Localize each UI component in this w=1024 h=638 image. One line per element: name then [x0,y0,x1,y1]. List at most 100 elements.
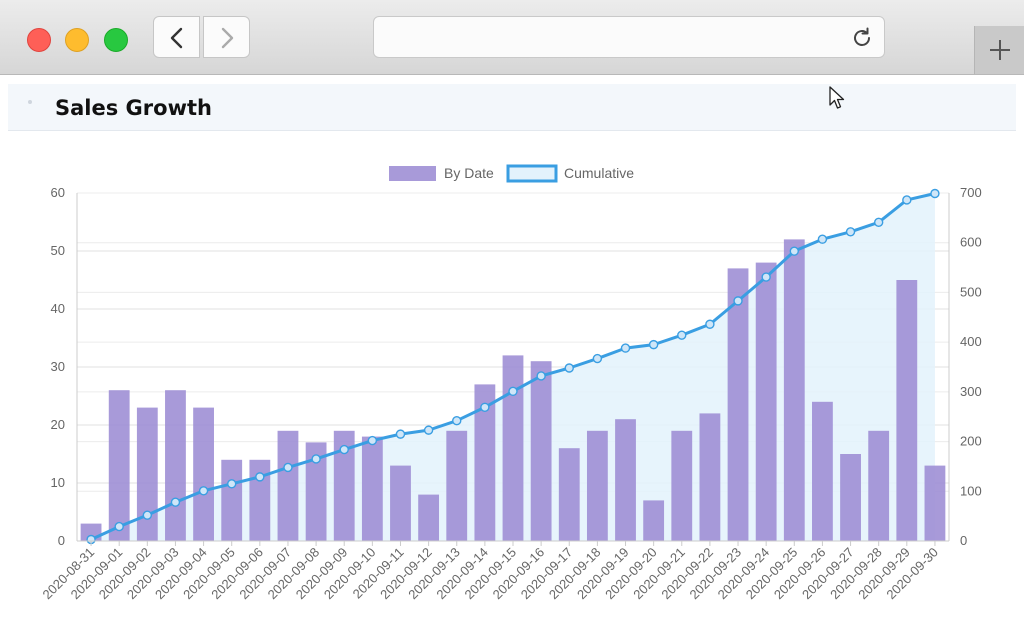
y-right-tick-label: 100 [960,483,982,498]
zoom-window-button[interactable] [104,28,128,52]
cumulative-point-2020-09-30 [930,188,940,199]
y-right-tick-label: 500 [960,284,982,299]
bar-2020-09-24 [755,262,777,541]
bar-2020-09-03 [165,390,186,541]
y-right-tick-label: 0 [960,533,967,548]
bar-2020-09-30 [924,465,946,541]
cumulative-point-2020-09-10 [367,435,378,446]
bar-2020-09-11 [390,465,411,541]
bar-2020-09-15 [502,355,524,541]
y-left-tick-label: 60 [51,185,65,200]
reload-icon[interactable] [850,26,874,50]
legend-swatch-by-date [389,166,436,181]
bar-2020-09-09 [333,430,355,541]
y-right-tick-label: 600 [960,235,982,250]
cumulative-point-2020-09-24 [761,272,771,282]
cumulative-point-2020-09-11 [395,429,406,439]
cumulative-point-2020-09-27 [845,227,856,237]
minimize-window-button[interactable] [65,28,89,52]
page-header: Sales Growth [8,84,1016,131]
cumulative-point-2020-09-01 [114,521,124,532]
cumulative-point-2020-09-12 [423,425,434,435]
bar-2020-09-07 [277,430,299,541]
cumulative-point-2020-09-18 [592,353,603,364]
cumulative-point-2020-09-22 [705,319,715,329]
cumulative-point-2020-09-20 [648,339,659,350]
y-left-tick-label: 30 [51,359,65,374]
bar-2020-09-02 [136,407,158,541]
cursor-icon [829,86,845,109]
cumulative-point-2020-09-04 [198,486,209,496]
bar-2020-09-27 [840,454,861,541]
y-left-tick-label: 10 [51,475,65,490]
page-title: Sales Growth [55,96,212,120]
cumulative-point-2020-09-08 [311,454,321,464]
bar-2020-09-26 [812,401,833,541]
header-bullet [28,100,32,104]
chart-legend: By Date Cumulative [389,164,634,183]
y-left-tick-label: 50 [51,243,65,258]
bar-2020-09-01 [108,390,130,541]
cumulative-point-2020-09-17 [564,363,574,373]
cumulative-point-2020-09-16 [536,371,546,381]
cumulative-point-2020-09-13 [452,415,462,426]
cumulative-point-2020-09-26 [817,234,828,244]
bar-2020-09-14 [474,384,496,541]
legend-label-by-date: By Date [444,165,494,181]
chevron-right-icon [221,27,234,49]
bar-2020-09-16 [530,361,552,541]
cumulative-area-fill [91,193,935,542]
bar-2020-09-25 [783,239,805,541]
bar-2020-09-04 [193,407,214,541]
close-window-button[interactable] [27,28,51,52]
y-left-tick-label: 40 [51,301,65,316]
cumulative-line [86,188,940,545]
bar-2020-09-20 [643,500,665,541]
y-right-tick-label: 200 [960,434,982,449]
y-right-tick-label: 300 [960,384,982,399]
cumulative-area [91,193,935,542]
cumulative-point-2020-09-19 [620,343,631,353]
cumulative-point-2020-09-21 [677,330,687,340]
bar-2020-09-18 [586,430,608,541]
bar-2020-09-29 [896,280,918,541]
bar-2020-09-17 [558,448,580,541]
bar-2020-09-23 [727,268,749,541]
plus-icon [990,40,1010,60]
chevron-left-icon [170,27,183,49]
bar-2020-09-13 [446,430,468,541]
sales-growth-chart: By Date Cumulative 0 10 20 30 40 50 600 100 200 30… [40,164,982,602]
cumulative-point-2020-09-15 [508,386,518,397]
address-bar[interactable] [373,16,885,58]
cumulative-point-2020-09-02 [142,510,153,520]
bar-2020-09-28 [868,430,890,541]
browser-toolbar [0,0,1024,75]
cumulative-point-2020-09-06 [255,472,265,482]
cumulative-point-2020-09-23 [733,296,743,306]
legend-label-cumulative: Cumulative [564,165,634,181]
new-tab-button[interactable] [974,26,1024,74]
bar-2020-09-06 [249,459,271,541]
bar-2020-09-21 [671,430,693,541]
by-date-bars [80,239,946,541]
cumulative-point-2020-09-09 [339,444,349,455]
cumulative-point-2020-09-05 [227,479,237,489]
y-right-tick-label: 400 [960,334,982,349]
bar-2020-09-19 [615,419,636,541]
y-left-tick-label: 20 [51,417,65,432]
cumulative-point-2020-09-07 [283,462,293,473]
legend-swatch-cumulative [506,164,558,183]
cumulative-point-2020-09-28 [873,217,884,228]
cumulative-point-2020-09-03 [170,497,181,507]
back-button[interactable] [153,16,200,58]
forward-button[interactable] [203,16,250,58]
cumulative-point-2020-09-25 [789,246,799,256]
bar-2020-09-08 [305,442,327,541]
y-right-tick-label: 700 [960,185,982,200]
bar-2020-09-10 [361,436,383,541]
bar-2020-09-05 [221,459,243,541]
bar-2020-09-22 [699,413,721,541]
cumulative-point-2020-09-14 [480,402,490,412]
cumulative-point-2020-09-29 [902,195,912,205]
